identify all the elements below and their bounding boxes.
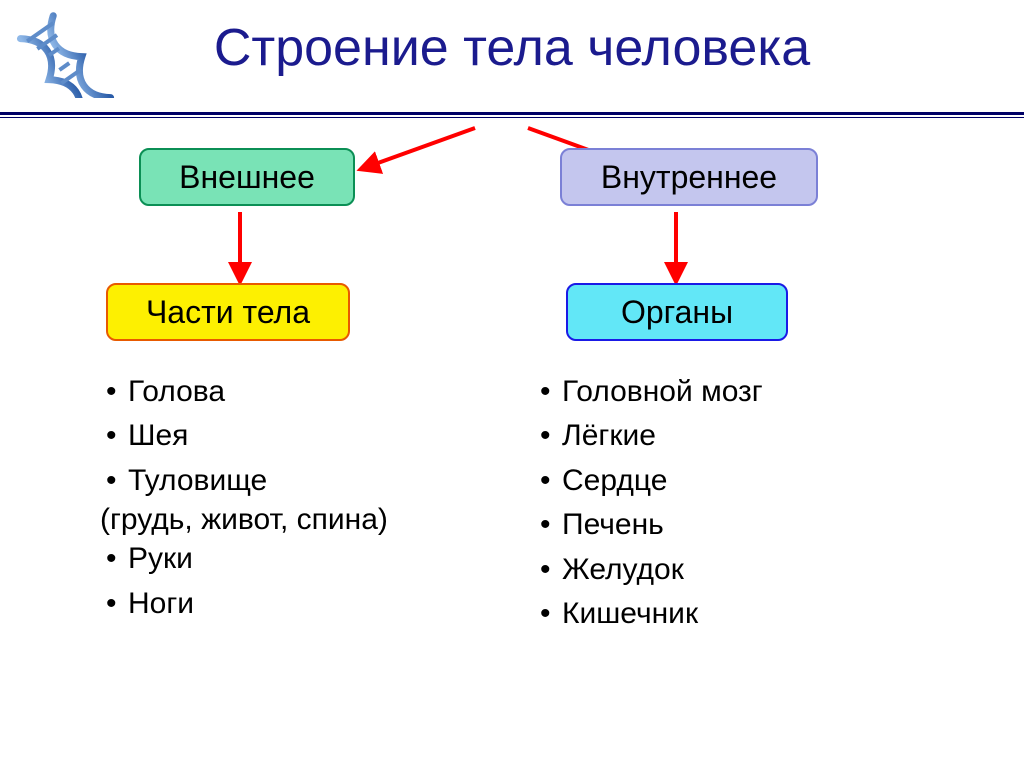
bullet-icon: •	[106, 370, 128, 414]
bullet-icon: •	[540, 414, 562, 458]
list-body-parts: • Голова• Шея• Туловище(грудь, живот, сп…	[106, 370, 388, 626]
box-internal: Внутреннее	[560, 148, 818, 206]
list-item: • Кишечник	[540, 592, 763, 636]
list-item-label: Туловище	[128, 464, 267, 497]
list-item: • Головной мозг	[540, 370, 763, 414]
list-item: • Голова	[106, 370, 388, 414]
list-item-label: Голова	[128, 375, 225, 408]
slide: Строение тела человека Внешнее Внутренне…	[0, 0, 1024, 767]
list-item-label: Руки	[128, 542, 193, 575]
list-item-label: Сердце	[562, 464, 667, 497]
list-item-label: Лёгкие	[562, 419, 656, 452]
list-item-label: Головной мозг	[562, 375, 763, 408]
bullet-icon: •	[106, 537, 128, 581]
list-item: • Шея	[106, 414, 388, 458]
box-organs: Органы	[566, 283, 788, 341]
bullet-icon: •	[106, 414, 128, 458]
list-item-label: Печень	[562, 508, 664, 541]
slide-title: Строение тела человека	[0, 18, 1024, 78]
bullet-icon: •	[540, 503, 562, 547]
box-external: Внешнее	[139, 148, 355, 206]
bullet-icon: •	[540, 592, 562, 636]
list-item: • Лёгкие	[540, 414, 763, 458]
bullet-icon: •	[540, 459, 562, 503]
box-body-parts-label: Части тела	[146, 294, 310, 331]
list-paren: (грудь, живот, спина)	[100, 503, 388, 537]
divider	[0, 112, 1024, 118]
list-item: • Печень	[540, 503, 763, 547]
list-item-label: Ноги	[128, 587, 194, 620]
arrow-to-external	[364, 128, 475, 168]
list-item: • Руки	[106, 537, 388, 581]
list-item: • Туловище	[106, 459, 388, 503]
list-item-label: Шея	[128, 419, 188, 452]
bullet-icon: •	[106, 459, 128, 503]
box-internal-label: Внутреннее	[601, 159, 777, 196]
bullet-icon: •	[540, 370, 562, 414]
list-item-label: Желудок	[562, 553, 684, 586]
box-organs-label: Органы	[621, 294, 733, 331]
box-body-parts: Части тела	[106, 283, 350, 341]
list-item: • Желудок	[540, 548, 763, 592]
box-external-label: Внешнее	[179, 159, 315, 196]
list-organs: • Головной мозг• Лёгкие• Сердце• Печень•…	[540, 370, 763, 636]
list-item: • Ноги	[106, 582, 388, 626]
bullet-icon: •	[106, 582, 128, 626]
list-item: • Сердце	[540, 459, 763, 503]
list-item-label: Кишечник	[562, 597, 698, 630]
bullet-icon: •	[540, 548, 562, 592]
